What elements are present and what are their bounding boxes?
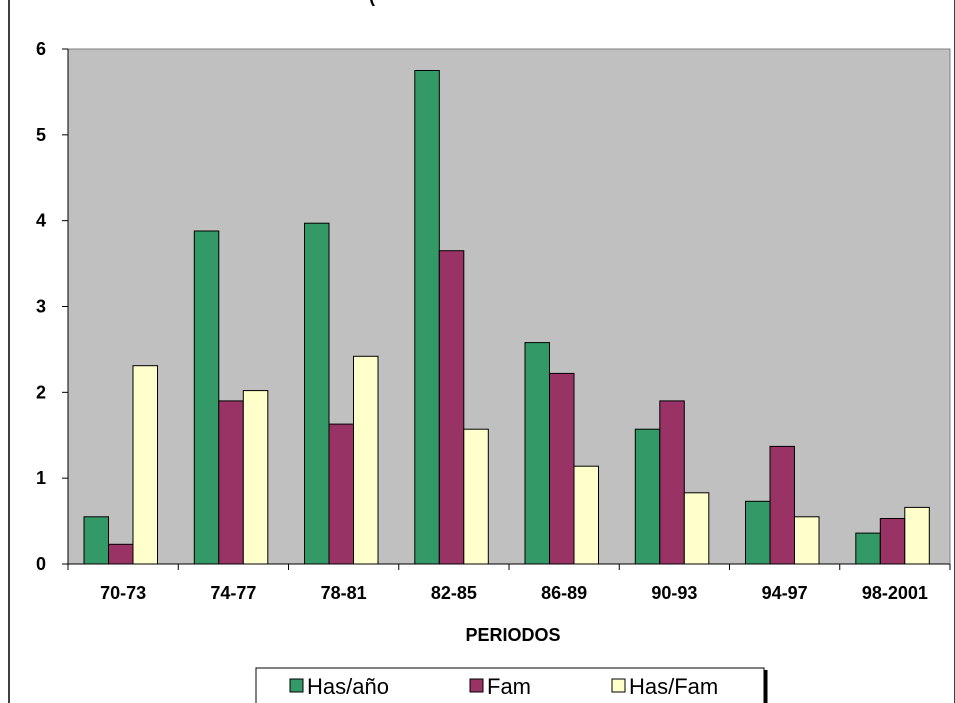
x-tick-label: 90-93 bbox=[651, 583, 697, 603]
bar-94-97-Fam bbox=[769, 445, 795, 565]
bar-70-73-Has/Fam bbox=[132, 365, 158, 565]
bar-86-89-Fam bbox=[549, 372, 575, 565]
bar-98-2001-Has/año bbox=[855, 532, 881, 565]
bar-90-93-Fam bbox=[659, 400, 685, 565]
y-tick-label: 5 bbox=[36, 125, 46, 145]
bar-98-2001-Has/Fam bbox=[904, 506, 930, 565]
chart-title: ( bbox=[369, 0, 375, 6]
y-tick-label: 0 bbox=[36, 554, 46, 574]
bar-74-77-Has/año bbox=[193, 230, 220, 565]
legend-box bbox=[255, 667, 765, 703]
bar-94-97-Has/Fam bbox=[794, 516, 820, 565]
bars-layer bbox=[83, 70, 930, 565]
bar-90-93-Has/Fam bbox=[683, 492, 710, 565]
y-tick-label: 1 bbox=[36, 468, 46, 488]
legend: Has/año Fam Has/Fam bbox=[255, 667, 768, 703]
x-tick-label: 74-77 bbox=[210, 583, 256, 603]
x-tick-label: 86-89 bbox=[541, 583, 587, 603]
y-tick-label: 6 bbox=[36, 39, 46, 59]
bar-86-89-Has/año bbox=[524, 342, 550, 565]
bar-94-97-Has/año bbox=[745, 500, 771, 565]
bar-70-73-Fam bbox=[108, 543, 134, 565]
y-axis-ticks: 0 1 2 3 4 5 6 bbox=[36, 39, 68, 574]
bar-86-89-Has/Fam bbox=[573, 465, 599, 565]
bar-82-85-Has/Fam bbox=[463, 428, 489, 565]
bar-74-77-Has/Fam bbox=[242, 390, 269, 565]
legend-swatch-Has/Fam bbox=[611, 678, 626, 693]
x-axis-ticks: 70-73 74-77 78-81 82-85 86-89 90-93 94-97 98-20… bbox=[67, 564, 951, 603]
bar-82-85-Has/año bbox=[414, 70, 440, 565]
bar-78-81-Has/año bbox=[304, 222, 330, 565]
legend-label-Fam: Fam bbox=[487, 674, 531, 699]
y-tick-label: 3 bbox=[36, 297, 46, 317]
legend-label-Has/año: Has/año bbox=[307, 674, 389, 699]
x-tick-label: 82-85 bbox=[431, 583, 477, 603]
y-tick-label: 4 bbox=[36, 211, 46, 231]
bar-78-81-Fam bbox=[328, 423, 354, 565]
x-tick-label: 98-2001 bbox=[862, 583, 928, 603]
y-tick-label: 2 bbox=[36, 382, 46, 402]
x-tick-label: 78-81 bbox=[321, 583, 367, 603]
legend-label-Has/Fam: Has/Fam bbox=[629, 674, 718, 699]
legend-swatch-Has/año bbox=[289, 678, 304, 693]
bar-78-81-Has/Fam bbox=[353, 355, 379, 565]
x-axis-title: PERIODOS bbox=[465, 625, 560, 645]
bar-82-85-Fam bbox=[438, 250, 465, 565]
bar-90-93-Has/año bbox=[634, 428, 661, 565]
bar-70-73-Has/año bbox=[83, 516, 109, 565]
legend-swatch-Fam bbox=[469, 678, 484, 693]
bar-74-77-Fam bbox=[218, 400, 244, 565]
x-tick-label: 94-97 bbox=[762, 583, 808, 603]
bar-98-2001-Fam bbox=[879, 518, 906, 565]
x-tick-label: 70-73 bbox=[100, 583, 146, 603]
